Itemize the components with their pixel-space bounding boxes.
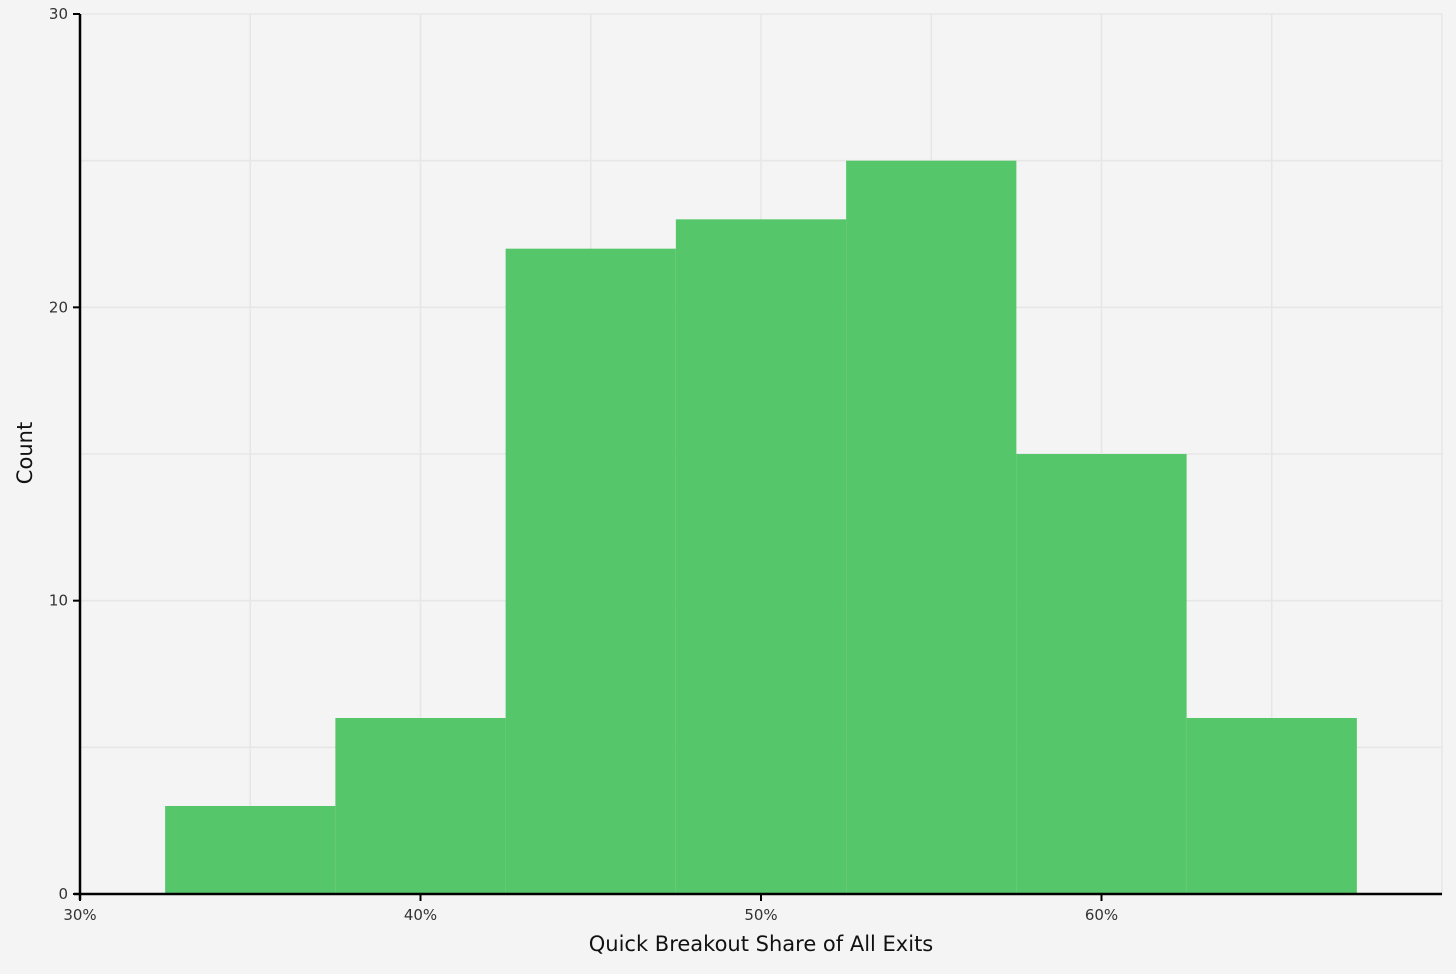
histogram-bar	[165, 806, 336, 894]
histogram-bar	[505, 248, 676, 894]
y-tick-label: 20	[49, 298, 68, 316]
y-axis-title: Count	[13, 422, 37, 484]
histogram-bar	[846, 160, 1017, 894]
histogram-bar	[1186, 718, 1357, 894]
y-tick-label: 30	[49, 5, 68, 23]
x-axis-title: Quick Breakout Share of All Exits	[589, 932, 934, 956]
histogram-bar	[1016, 454, 1187, 894]
y-axis-ticks: 0 10 20 30	[49, 5, 80, 903]
y-tick-label: 10	[49, 592, 68, 610]
histogram-bar	[675, 219, 847, 895]
x-tick-label: 30%	[63, 906, 96, 924]
x-axis-ticks: 30% 40% 50% 60%	[63, 894, 1118, 924]
y-tick-label: 0	[58, 885, 68, 903]
histogram-bar	[335, 718, 506, 894]
histogram-bars	[165, 160, 1357, 895]
x-tick-label: 60%	[1085, 906, 1118, 924]
axes	[74, 14, 1442, 900]
x-tick-label: 40%	[404, 906, 437, 924]
x-tick-label: 50%	[744, 906, 777, 924]
